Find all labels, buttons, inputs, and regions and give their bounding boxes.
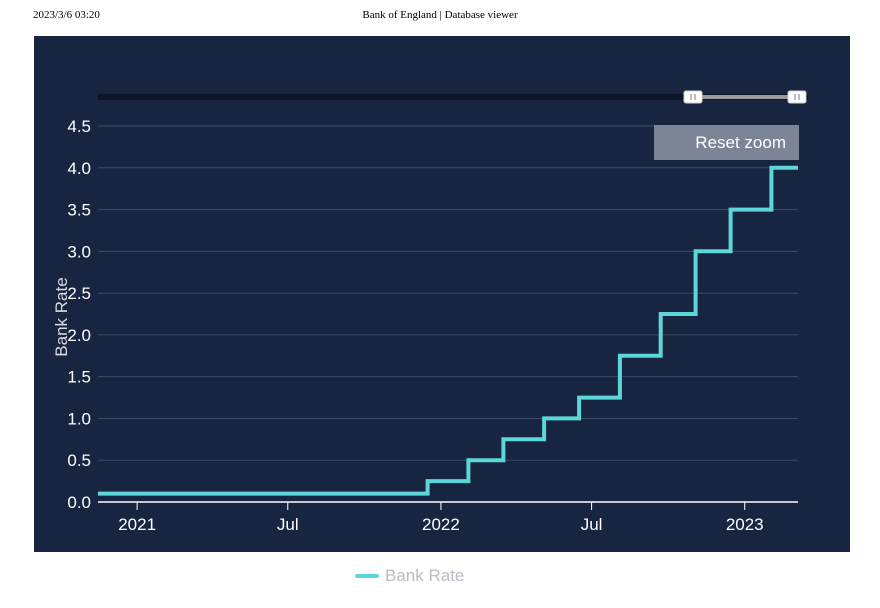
print-title: Bank of England | Database viewer [362, 9, 518, 21]
x-tick-label: Jul [581, 515, 603, 534]
x-tick-label: 2023 [726, 515, 764, 534]
bank-rate-chart: 0.0 0.5 1.0 1.5 2.0 2.5 3.0 3.5 4.0 4.5 2021 Jul 20… [52, 90, 808, 534]
legend[interactable]: Bank Rate [355, 566, 464, 586]
x-tick-label: 2022 [422, 515, 460, 534]
y-tick-label: 3.5 [67, 201, 91, 220]
y-tick-label: 2.5 [67, 284, 91, 303]
y-tick-label: 4.5 [67, 117, 91, 136]
y-tick-label: 1.5 [67, 368, 91, 387]
print-header: 2023/3/6 03:20 Bank of England | Databas… [0, 0, 880, 30]
y-tick-label: 1.0 [67, 409, 91, 428]
navigator-handle-right[interactable] [787, 90, 807, 104]
y-tick-label: 0.0 [67, 493, 91, 512]
reset-zoom-label: Reset zoom [695, 133, 786, 152]
x-tick-label: Jul [277, 515, 299, 534]
legend-label: Bank Rate [385, 566, 465, 585]
navigator-selected-range[interactable] [693, 95, 797, 99]
y-tick-label: 2.0 [67, 326, 91, 345]
navigator-handle-left[interactable] [683, 90, 703, 104]
y-tick-label: 3.0 [67, 242, 91, 261]
y-tick-label: 4.0 [67, 159, 91, 178]
x-tick-label: 2021 [118, 515, 156, 534]
chart-panel: 0.0 0.5 1.0 1.5 2.0 2.5 3.0 3.5 4.0 4.5 2021 Jul 20… [34, 36, 850, 552]
reset-zoom-button[interactable]: Reset zoom [654, 125, 799, 160]
legend-swatch [355, 574, 379, 578]
y-tick-label: 0.5 [67, 451, 91, 470]
range-navigator[interactable] [98, 90, 808, 104]
series-line-bank-rate [98, 165, 798, 496]
y-axis-label: Bank Rate [52, 277, 71, 356]
navigator-track [98, 94, 808, 100]
print-timestamp: 2023/3/6 03:20 [33, 9, 100, 21]
